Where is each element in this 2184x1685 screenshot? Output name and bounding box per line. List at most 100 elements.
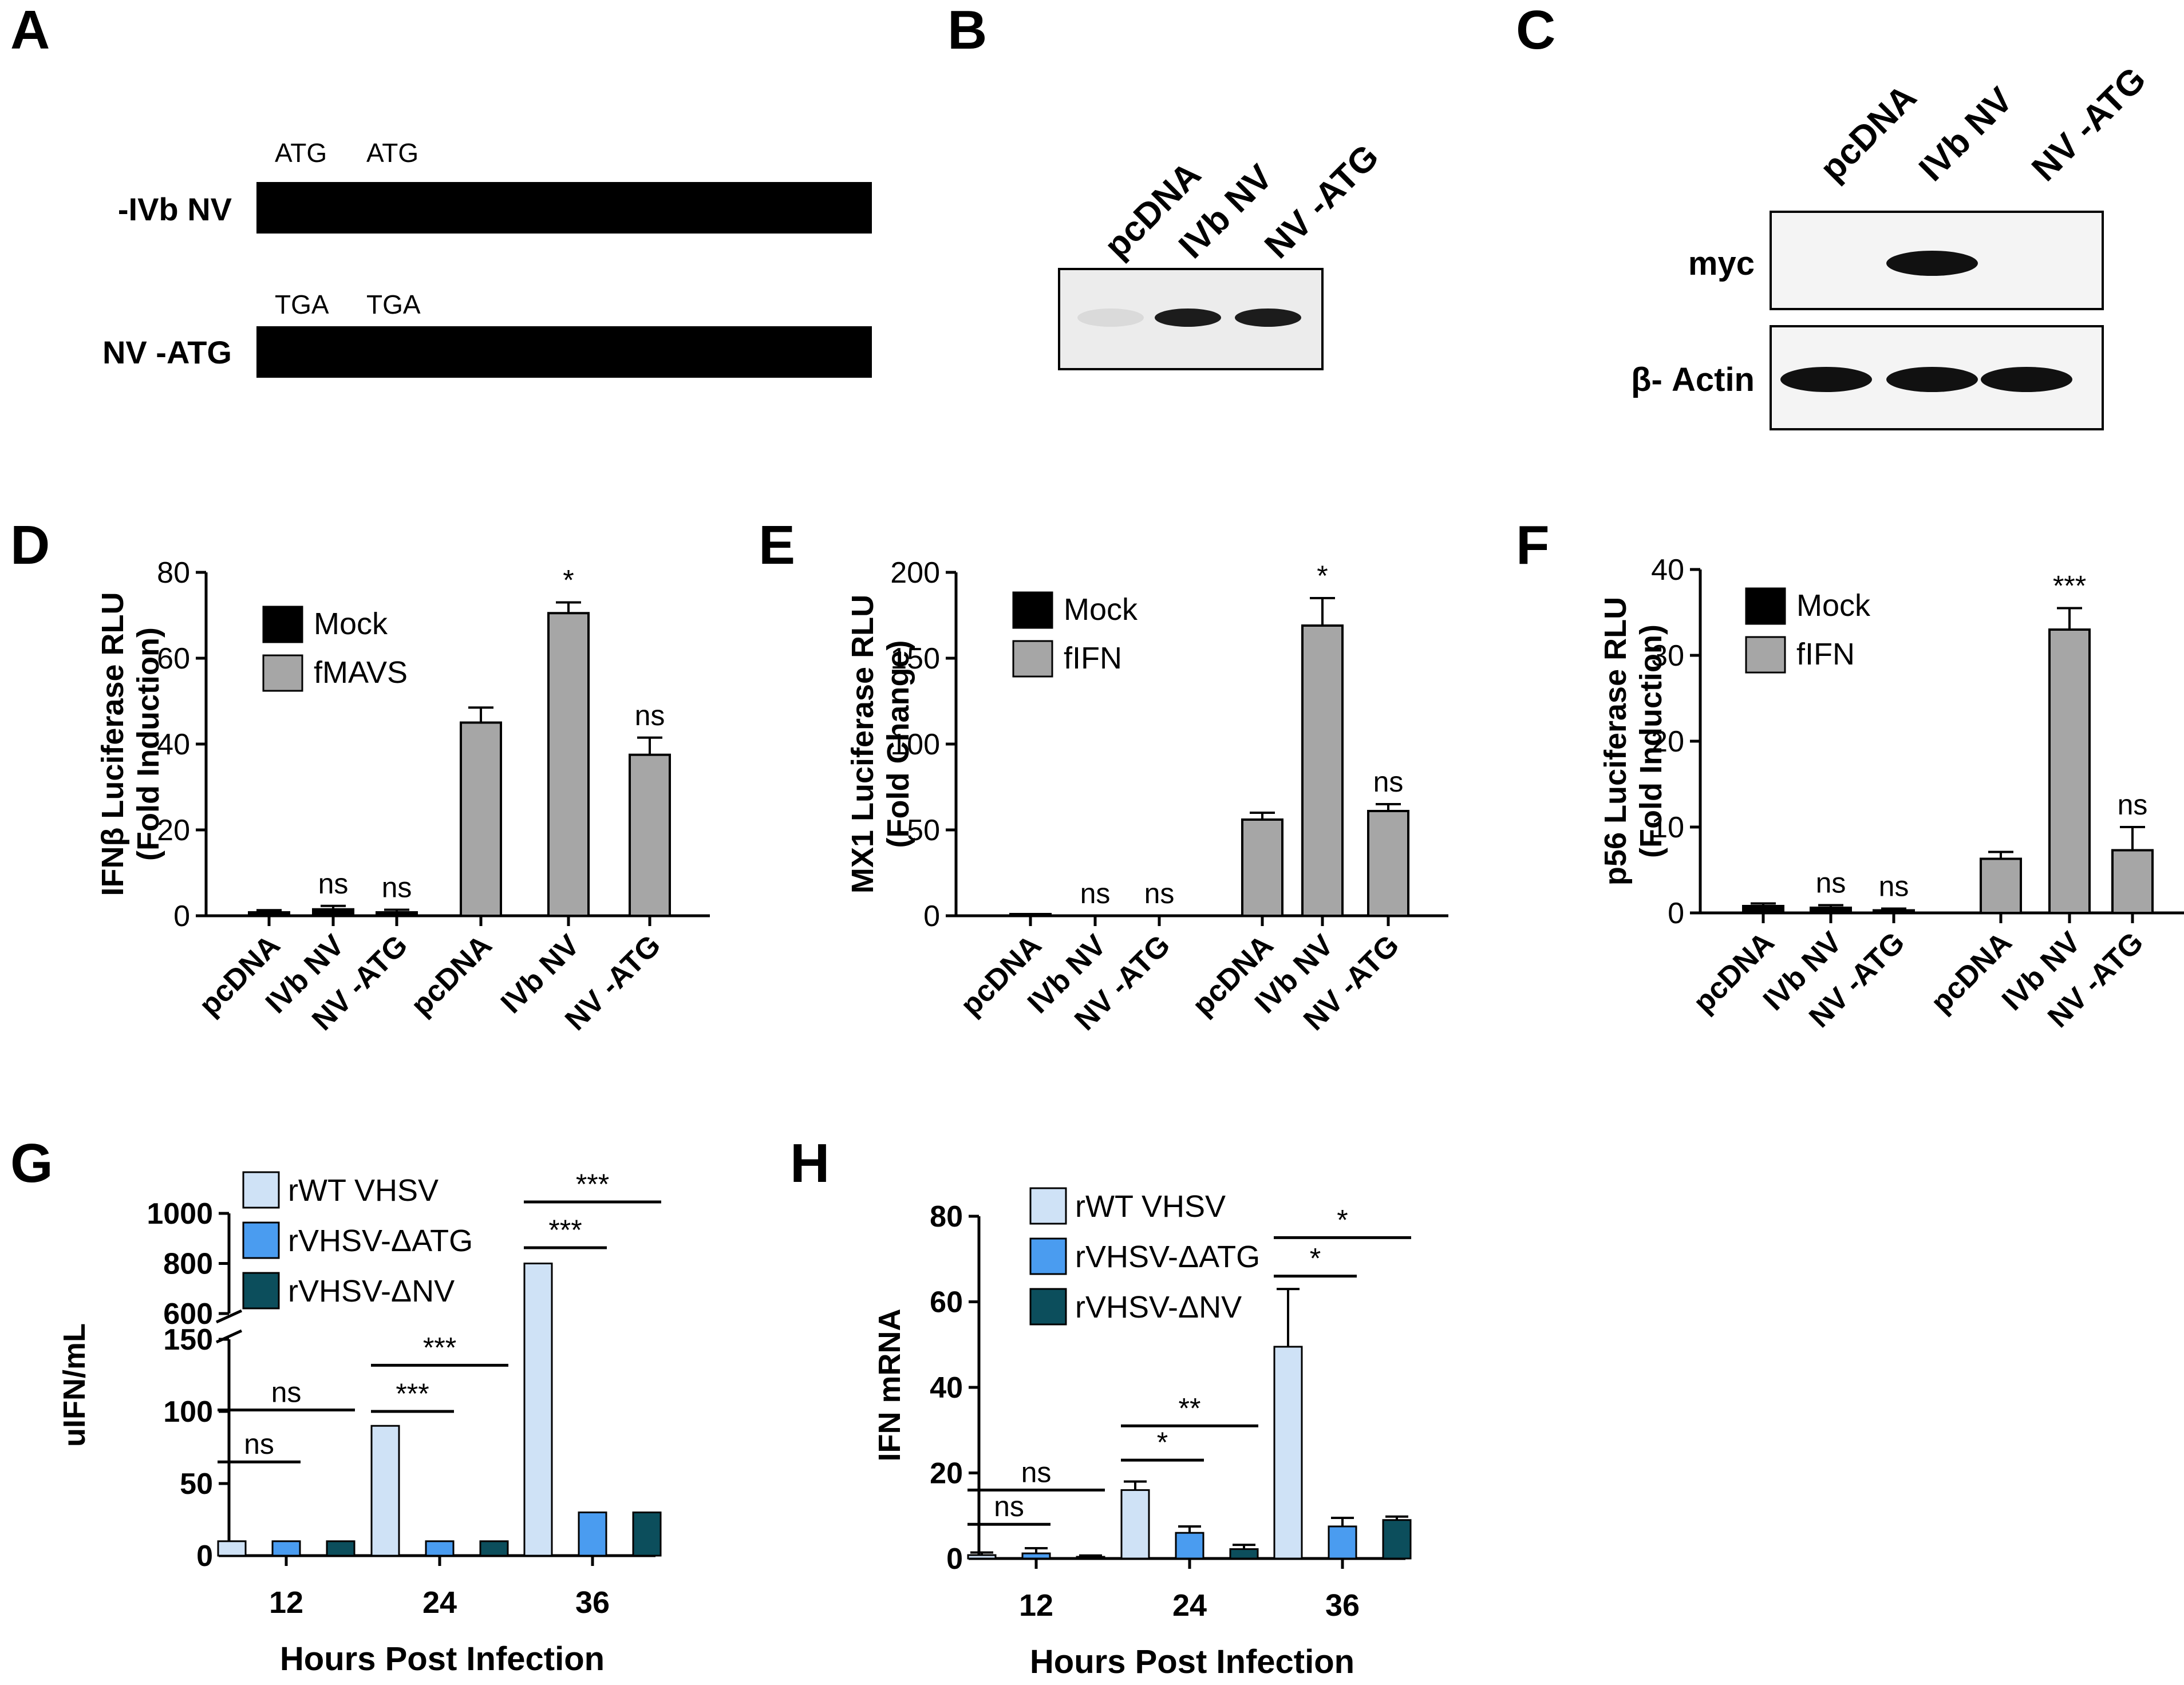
bar — [1241, 818, 1283, 917]
bar — [578, 1511, 607, 1557]
panel-letter-g: G — [10, 1133, 53, 1194]
bar — [1229, 1548, 1259, 1560]
bar — [312, 908, 354, 917]
gel-bands — [1077, 308, 1301, 327]
legend-label: rVHSV-ΔNV — [288, 1274, 455, 1308]
panel-letter-f: F — [1516, 515, 1550, 576]
bar — [1742, 905, 1784, 914]
bar — [967, 1554, 997, 1560]
legend-label: rVHSV-ΔATG — [288, 1224, 473, 1258]
codon-label: TGA — [275, 290, 329, 319]
legend-label: rVHSV-ΔNV — [1075, 1290, 1242, 1324]
bar — [479, 1540, 509, 1557]
significance-label: *** — [548, 1214, 582, 1246]
x-tick-label: pcDNA — [1687, 925, 1781, 1019]
x-tick-label: 24 — [1172, 1588, 1207, 1623]
blot-bands — [1780, 251, 2072, 392]
blot-band — [1981, 367, 2072, 392]
x-axis-label: Hours Post Infection — [1030, 1643, 1354, 1680]
y-tick-label: 0 — [946, 1542, 963, 1576]
bar — [370, 1425, 400, 1557]
y-tick-label: 10 — [1651, 811, 1684, 844]
legend-label: Mock — [1064, 592, 1138, 627]
bar — [2048, 628, 2091, 914]
y-tick-label: 150 — [163, 1323, 213, 1356]
y-tick-label: 40 — [930, 1371, 963, 1405]
y-axis-label: uIFN/mL — [57, 1323, 92, 1447]
blot-band — [1780, 367, 1872, 392]
bar — [1120, 1489, 1150, 1560]
y-tick-label: 20 — [930, 1457, 963, 1490]
y-tick-label: 150 — [890, 642, 940, 675]
y-tick-label: 50 — [180, 1468, 213, 1501]
significance-label: * — [1317, 560, 1328, 592]
y-tick-label: 200 — [890, 556, 940, 590]
significance-label: ns — [382, 872, 412, 904]
legend-label: rWT VHSV — [288, 1173, 439, 1208]
bar — [523, 1263, 553, 1557]
lane-label: NV -ATG — [2024, 60, 2154, 189]
legend-swatch — [242, 1272, 280, 1310]
panel-letter-c: C — [1516, 0, 1555, 61]
significance-label: ns — [244, 1428, 274, 1460]
significance-label: ns — [1021, 1456, 1052, 1488]
legend-label: rVHSV-ΔATG — [1075, 1240, 1260, 1274]
significance-label: *** — [576, 1168, 609, 1200]
bar — [632, 1511, 662, 1557]
significance-label: ns — [1816, 867, 1846, 899]
bar — [1175, 1532, 1204, 1560]
legend-label: Mock — [1796, 588, 1871, 623]
significance-label: ns — [1144, 877, 1175, 909]
significance-label: * — [563, 564, 574, 596]
significance-label: ns — [318, 868, 349, 900]
y-tick-label: 20 — [157, 814, 190, 847]
construct-label: NV -ATG — [102, 334, 232, 370]
bar — [248, 911, 290, 917]
x-tick-label: 36 — [1325, 1588, 1360, 1623]
y-tick-label: 100 — [163, 1395, 213, 1429]
construct-label: -IVb NV — [118, 191, 232, 227]
panel-letter-b: B — [947, 0, 987, 61]
significance-label: *** — [2053, 570, 2086, 602]
blot-label-actin: β- Actin — [1631, 361, 1755, 398]
x-tick-label: 24 — [422, 1585, 457, 1620]
legend-label: fIFN — [1064, 641, 1122, 675]
y-tick-label: 1000 — [147, 1197, 213, 1231]
legend-label: fMAVS — [314, 655, 408, 690]
bar — [217, 1540, 247, 1557]
axis-break-mark — [215, 1309, 243, 1324]
panel-letter-a: A — [10, 0, 50, 61]
bar — [326, 1540, 356, 1557]
significance-label: ns — [994, 1490, 1024, 1522]
y-axis-label: p56 Luciferase RLU(Fold Induction) — [1598, 597, 1668, 885]
bar — [1273, 1346, 1303, 1560]
y-axis-label: IFN mRNA — [872, 1309, 907, 1462]
bar — [460, 721, 502, 917]
chart-f: 0 10 20 30 40 p56 Luciferase RLU(Fold Inducti… — [1598, 553, 2184, 1034]
legend-swatch — [242, 1171, 280, 1209]
bar — [1021, 1552, 1051, 1560]
bar — [1076, 1556, 1105, 1560]
codon-label: ATG — [275, 138, 327, 168]
x-tick-label: 12 — [269, 1585, 303, 1620]
significance-label: ns — [2118, 789, 2148, 821]
significance-label: *** — [396, 1378, 429, 1410]
legend-swatch — [262, 606, 303, 643]
legend-swatch — [1745, 636, 1786, 674]
y-tick-label: 0 — [196, 1540, 213, 1573]
bar — [2111, 849, 2154, 914]
y-tick-label: 50 — [907, 814, 940, 847]
significance-label: ns — [1373, 766, 1404, 798]
x-tick-label: pcDNA — [405, 928, 499, 1022]
panel-a: A ATG ATG -IVb NV TGA TGA NV -ATG — [10, 0, 872, 378]
y-tick-label: 0 — [923, 900, 940, 933]
bar — [629, 753, 671, 917]
y-tick-label: 40 — [1651, 553, 1684, 587]
panel-letter-h: H — [790, 1133, 830, 1194]
bar — [1301, 624, 1344, 917]
legend-swatch — [1029, 1237, 1067, 1275]
y-tick-label: 40 — [157, 728, 190, 761]
